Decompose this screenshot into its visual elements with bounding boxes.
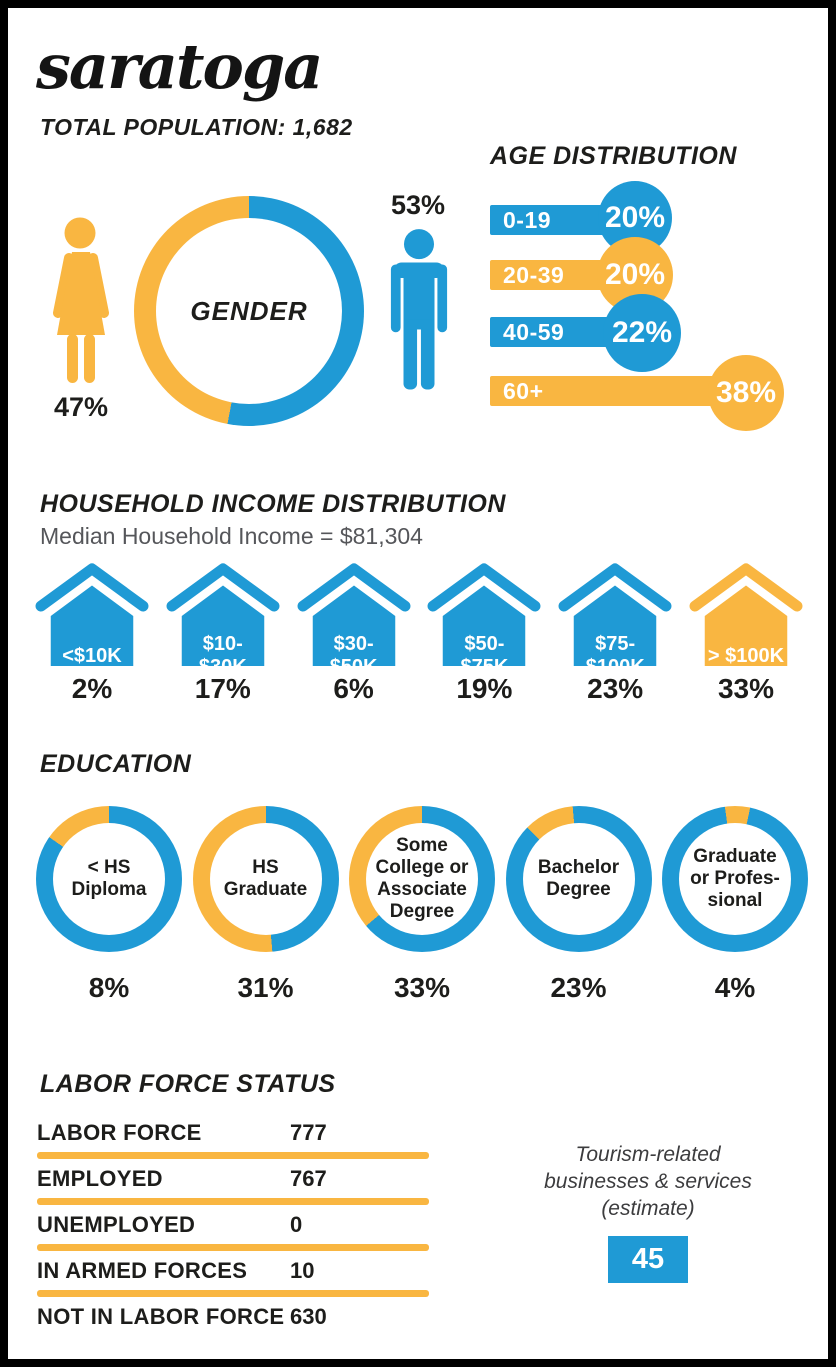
age-bar-label: 60+	[503, 377, 544, 404]
age-bar-label: 40-59	[503, 318, 565, 345]
house-percent: 23%	[587, 673, 644, 704]
labor-row-value: 10	[290, 1257, 315, 1283]
education-item: Bachelor Degree 23%	[505, 806, 652, 1004]
house-icon	[297, 563, 411, 667]
income-house: $50- $75K 19%	[425, 558, 543, 705]
education-donut: Bachelor Degree	[505, 806, 652, 952]
labor-row-label: EMPLOYED	[37, 1165, 163, 1191]
house-icon	[689, 563, 803, 667]
age-percent: 20%	[604, 201, 666, 234]
house-percent: 6%	[333, 673, 374, 704]
age-chart: 0-19 20% 20-39 20% 40-59 22% 60+ 38%	[490, 181, 820, 440]
labor-row-value: 0	[290, 1211, 303, 1237]
age-bubble: 38%	[708, 355, 784, 431]
house-label: $30- $50K	[329, 633, 378, 679]
labor-row-label: LABOR FORCE	[37, 1119, 202, 1145]
house-icon	[558, 563, 672, 667]
gender-donut: GENDER	[134, 196, 364, 426]
age-bubble: 20%	[598, 181, 672, 255]
income-subtitle: Median Household Income = $81,304	[40, 523, 423, 549]
education-title: EDUCATION	[40, 750, 192, 778]
labor-row: UNEMPLOYED 0	[37, 1208, 429, 1241]
house-label: $75- $100K	[585, 633, 645, 679]
education-percent: 23%	[550, 972, 607, 1003]
female-icon	[53, 217, 109, 383]
house-icon	[35, 563, 149, 667]
house-icon	[166, 563, 280, 667]
labor-table: LABOR FORCE 777 EMPLOYED 767 UNEMPLOYED …	[37, 1116, 429, 1333]
labor-row-label: NOT IN LABOR FORCE	[37, 1303, 285, 1329]
tourism-value-box: 45	[608, 1236, 688, 1283]
male-icon	[390, 229, 448, 390]
education-label: Bachelor Degree	[537, 857, 620, 900]
tourism-note-line: Tourism-related	[575, 1143, 721, 1166]
education-percent: 31%	[237, 972, 294, 1003]
page-title: saratoga	[36, 30, 323, 103]
education-row: < HS Diploma 8% HS Graduate 31% Some Col…	[36, 806, 808, 1004]
income-house: <$10K 2%	[33, 558, 151, 705]
income-houses-row: <$10K 2% $10- $30K 17% $30- $50K 6% $5	[33, 558, 805, 705]
divider	[37, 1198, 429, 1205]
tourism-note-line: businesses & services	[544, 1169, 752, 1193]
education-label: HS Graduate	[223, 857, 308, 900]
house-label: $10- $30K	[198, 633, 247, 679]
labor-row-label: IN ARMED FORCES	[37, 1257, 248, 1283]
income-house: $30- $50K 6%	[295, 558, 413, 705]
income-house: $10- $30K 17%	[164, 558, 282, 705]
house-label: > $100K	[707, 644, 785, 667]
age-percent: 20%	[604, 258, 666, 291]
labor-row-value: 630	[290, 1303, 327, 1329]
total-population: TOTAL POPULATION: 1,682	[40, 114, 353, 140]
age-bubble: 22%	[603, 294, 681, 372]
education-item: HS Graduate 31%	[192, 806, 339, 1004]
education-donut: HS Graduate	[192, 806, 339, 952]
education-percent: 8%	[88, 972, 130, 1003]
education-label: Some College or Associate Degree	[375, 835, 469, 922]
age-title: AGE DISTRIBUTION	[490, 142, 737, 170]
house-percent: 19%	[456, 673, 513, 704]
education-label: < HS Diploma	[71, 857, 147, 900]
labor-row-value: 777	[290, 1119, 327, 1145]
income-title: HOUSEHOLD INCOME DISTRIBUTION	[40, 490, 506, 518]
education-label: Graduate or Profes- sional	[690, 846, 780, 911]
age-bar-label: 0-19	[503, 206, 552, 233]
divider	[37, 1152, 429, 1159]
education-percent: 33%	[393, 972, 451, 1003]
education-donut: Graduate or Profes- sional	[662, 806, 808, 952]
divider	[37, 1290, 429, 1297]
labor-row-value: 767	[290, 1165, 327, 1191]
house-percent: 33%	[717, 673, 774, 704]
education-donut: < HS Diploma	[36, 806, 182, 952]
education-item: < HS Diploma 8%	[36, 806, 182, 1004]
age-bar-label: 20-39	[503, 261, 565, 288]
labor-row: IN ARMED FORCES 10	[37, 1254, 429, 1287]
age-percent: 22%	[611, 316, 673, 349]
labor-title: LABOR FORCE STATUS	[40, 1070, 336, 1098]
house-percent: 2%	[71, 673, 113, 704]
tourism-note: Tourism-related businesses & services (e…	[498, 1142, 798, 1223]
male-percent: 53%	[390, 190, 446, 220]
age-percent: 38%	[715, 376, 777, 409]
house-icon	[427, 563, 541, 667]
education-item: Graduate or Profes- sional 4%	[662, 806, 808, 1004]
labor-row: NOT IN LABOR FORCE 630	[37, 1300, 429, 1333]
education-donut: Some College or Associate Degree	[349, 806, 495, 952]
female-percent: 47%	[53, 392, 109, 422]
labor-row-label: UNEMPLOYED	[37, 1211, 196, 1237]
tourism-note-line: (estimate)	[601, 1196, 695, 1220]
house-percent: 17%	[194, 673, 251, 704]
income-house: > $100K 33%	[687, 558, 805, 705]
tourism-value: 45	[631, 1243, 665, 1275]
income-house: $75- $100K 23%	[556, 558, 674, 705]
house-label: <$10K	[62, 644, 122, 667]
divider	[37, 1244, 429, 1251]
labor-row: LABOR FORCE 777	[37, 1116, 429, 1149]
labor-row: EMPLOYED 767	[37, 1162, 429, 1195]
gender-label: GENDER	[190, 295, 308, 326]
house-label: $50- $75K	[460, 633, 509, 679]
education-item: Some College or Associate Degree 33%	[349, 806, 495, 1004]
education-percent: 4%	[714, 972, 756, 1003]
